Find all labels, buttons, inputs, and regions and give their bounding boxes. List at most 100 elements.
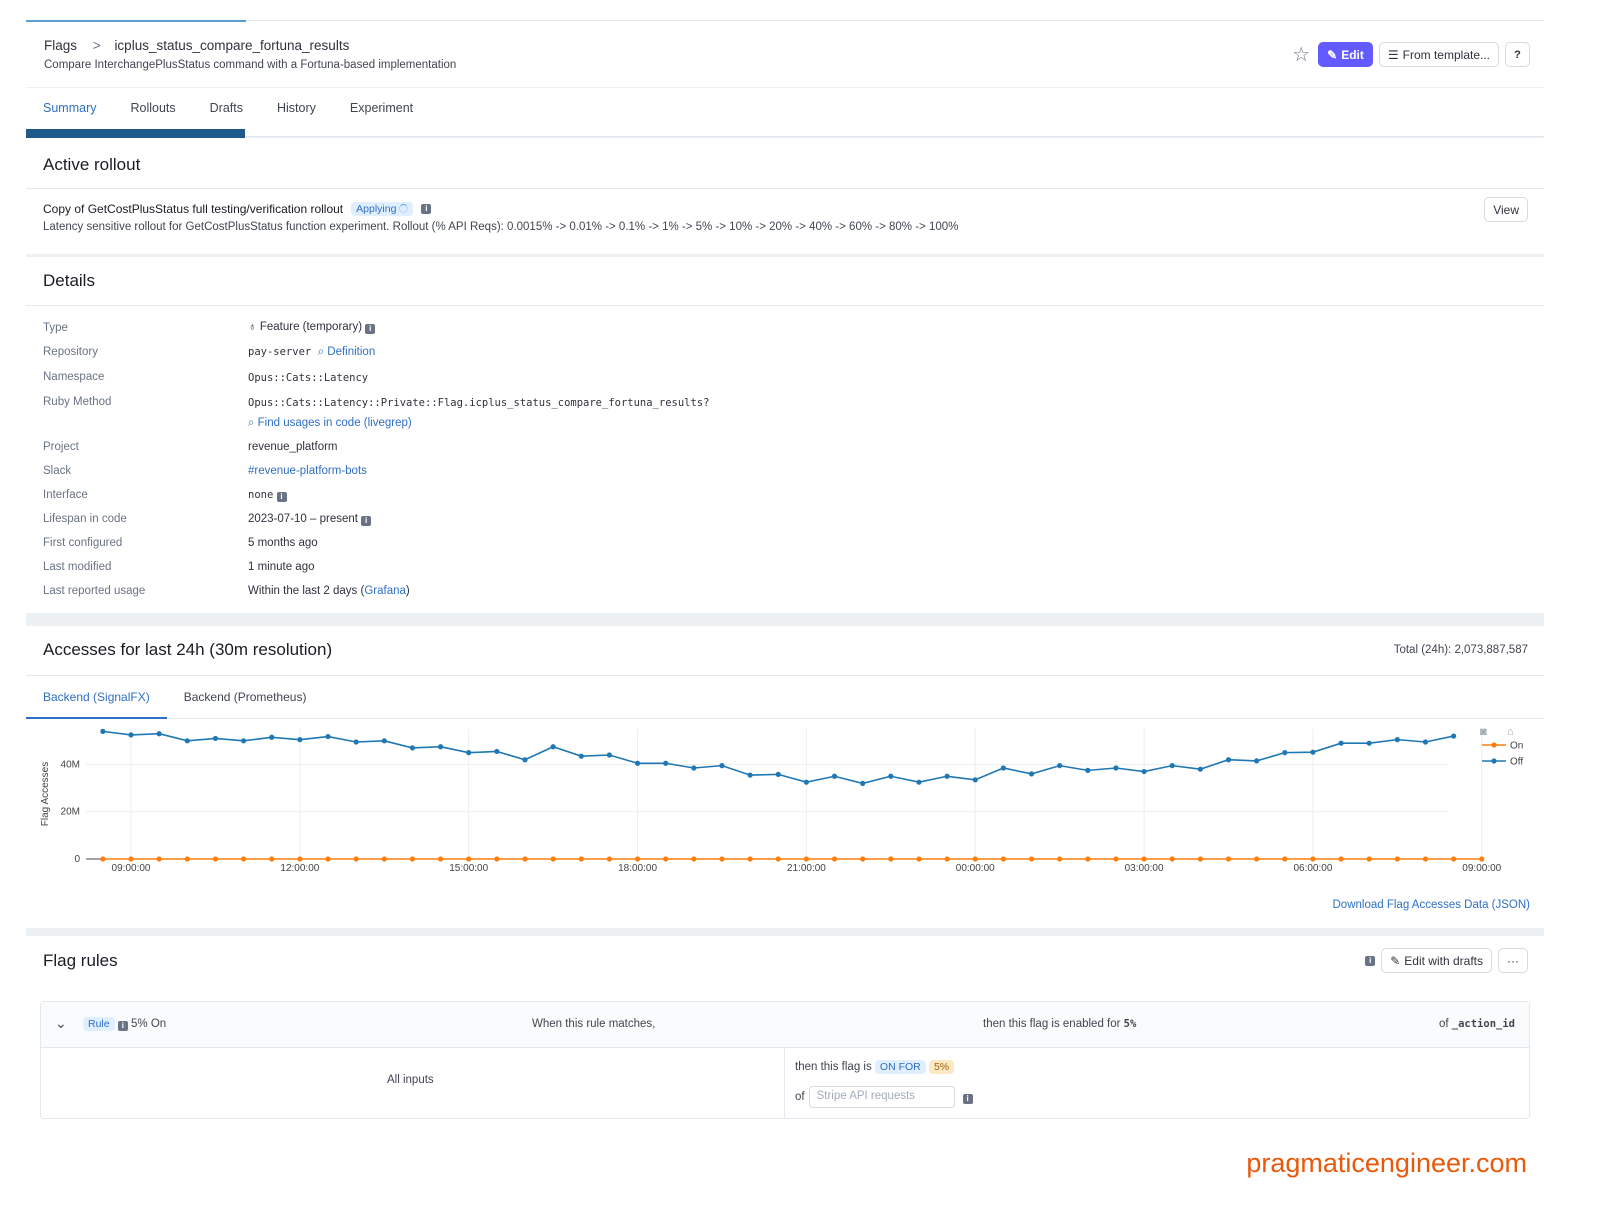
tab-rollouts[interactable]: Rollouts (130, 101, 176, 115)
data-point-off (1338, 740, 1344, 746)
help-icon: ? (1514, 48, 1521, 61)
loading-bar (26, 20, 246, 22)
info-icon[interactable]: i (962, 1094, 973, 1105)
data-point-on (1028, 856, 1035, 862)
breadcrumb-flags-link[interactable]: Flags (44, 38, 78, 53)
tab-backend-signalfx[interactable]: Backend (SignalFX) (26, 676, 167, 719)
repository-label: Repository (43, 346, 98, 358)
accesses-chart: 09:00:00 12:00:00 15:00:00 18:00:00 21:00:00… (40, 726, 1523, 874)
type-label: Type (43, 322, 68, 334)
tab-indicator-bar (26, 129, 245, 139)
data-point-on (1141, 856, 1147, 862)
star-icon[interactable]: ☆ (1292, 43, 1311, 66)
view-rollout-button[interactable]: View (1484, 197, 1528, 222)
download-accesses-link[interactable]: Download Flag Accesses Data (JSON) (1332, 899, 1531, 911)
slack-channel-link[interactable]: #revenue-platform-bots (248, 465, 367, 477)
data-point-off (494, 748, 500, 755)
interface-value: none i (248, 489, 287, 502)
data-point-off (184, 738, 190, 744)
details-title: Details (43, 271, 95, 290)
watermark-text: pragmaticengineer.com (1246, 1148, 1527, 1178)
legend-label-off: Off (1510, 757, 1523, 768)
flag-page: Flags > icplus_status_compare_fortuna_re… (26, 20, 1544, 1166)
data-point-on (1422, 856, 1429, 862)
info-icon[interactable]: i (276, 492, 287, 502)
data-point-on (1479, 856, 1485, 862)
search-icon: ⌕ (317, 346, 325, 358)
info-icon[interactable]: i (1365, 955, 1376, 966)
data-point-on (578, 856, 584, 862)
active-rollout-title: Active rollout (43, 155, 141, 174)
find-usages-link[interactable]: ⌕ Find usages in code (livegrep) (248, 417, 412, 430)
data-point-on (634, 856, 641, 862)
x-tick-label: 00:00:00 (956, 863, 995, 874)
tab-history[interactable]: History (277, 101, 316, 115)
info-icon[interactable]: i (365, 324, 376, 334)
data-point-on (409, 856, 416, 862)
of-label: of (795, 1091, 805, 1104)
edit-with-drafts-button[interactable]: ✎ Edit with drafts (1381, 948, 1492, 973)
status-badge: Applying (351, 202, 414, 216)
chevron-down-icon[interactable]: ⌄ (55, 1015, 67, 1031)
data-point-off (747, 772, 753, 778)
tab-experiment[interactable]: Experiment (349, 101, 414, 115)
data-point-on (437, 856, 444, 862)
legend-marker-off (1491, 758, 1497, 764)
legend-label-on: On (1510, 741, 1523, 752)
divider (26, 305, 1544, 306)
breadcrumb: Flags > icplus_status_compare_fortuna_re… (44, 38, 349, 53)
data-point-on (1282, 856, 1288, 862)
data-point-on (831, 856, 838, 862)
edit-button[interactable]: ✎ Edit (1318, 42, 1373, 67)
data-point-on (1197, 856, 1203, 862)
spinner-icon (399, 204, 409, 213)
data-point-off (1225, 757, 1232, 763)
y-tick-label: 20M (61, 807, 80, 818)
rollout-name: Copy of GetCostPlusStatus full testing/v… (43, 202, 344, 216)
status-badge-label: Applying (356, 203, 397, 215)
tab-backend-prometheus[interactable]: Backend (Prometheus) (183, 690, 307, 704)
total-accesses: Total (24h): 2,073,887,587 (1393, 644, 1528, 656)
last-reported-label: Last reported usage (43, 585, 146, 597)
x-tick-label: 09:00:00 (1462, 863, 1501, 874)
data-point-on (156, 856, 162, 862)
rule-when-text: When this rule matches, (532, 1018, 656, 1030)
data-point-on (1000, 856, 1006, 862)
accesses-title: Accesses for last 24h (30m resolution) (43, 640, 333, 659)
pencil-icon: ✎ (1327, 47, 1338, 62)
data-point-off (1113, 765, 1119, 771)
requests-input[interactable]: Stripe API requests (808, 1086, 955, 1108)
x-tick-label: 09:00:00 (112, 863, 151, 874)
x-tick-label: 06:00:00 (1293, 863, 1332, 874)
repository-value: pay-server ⌕ Definition (248, 346, 375, 359)
flag-header: Flags > icplus_status_compare_fortuna_re… (26, 20, 1544, 139)
tab-drafts[interactable]: Drafts (209, 101, 243, 115)
data-point-on (606, 856, 613, 862)
info-icon[interactable]: i (361, 516, 372, 526)
grafana-link[interactable]: Grafana (364, 585, 406, 597)
last-reported-close: ) (405, 585, 410, 597)
data-point-off (240, 738, 247, 744)
data-point-on (1254, 856, 1260, 862)
data-point-on (691, 856, 697, 862)
edit-with-drafts-label: Edit with drafts (1404, 953, 1483, 968)
repository-text: pay-server (248, 346, 312, 358)
x-tick-label: 21:00:00 (787, 863, 826, 874)
data-point-on (1338, 856, 1344, 862)
rule-header[interactable]: ⌄ Rule i 5% On When this rule matches, t… (41, 1002, 1529, 1048)
chevron-right-icon: > (92, 38, 101, 53)
data-point-on (1169, 856, 1175, 862)
data-point-on (1057, 856, 1063, 862)
y-axis-label: Flag Accesses (40, 762, 51, 826)
data-point-off (269, 734, 275, 740)
data-point-off (775, 771, 781, 777)
data-point-off (578, 753, 584, 759)
definition-link[interactable]: ⌕ Definition (318, 346, 376, 358)
data-point-off (972, 777, 978, 783)
help-button[interactable]: ? (1505, 42, 1530, 67)
info-icon[interactable]: i (421, 204, 432, 214)
more-actions-button[interactable]: ··· (1498, 948, 1528, 973)
from-template-button[interactable]: ☰ From template... (1378, 42, 1499, 67)
data-point-off (1057, 763, 1063, 769)
info-icon[interactable]: i (117, 1021, 128, 1031)
